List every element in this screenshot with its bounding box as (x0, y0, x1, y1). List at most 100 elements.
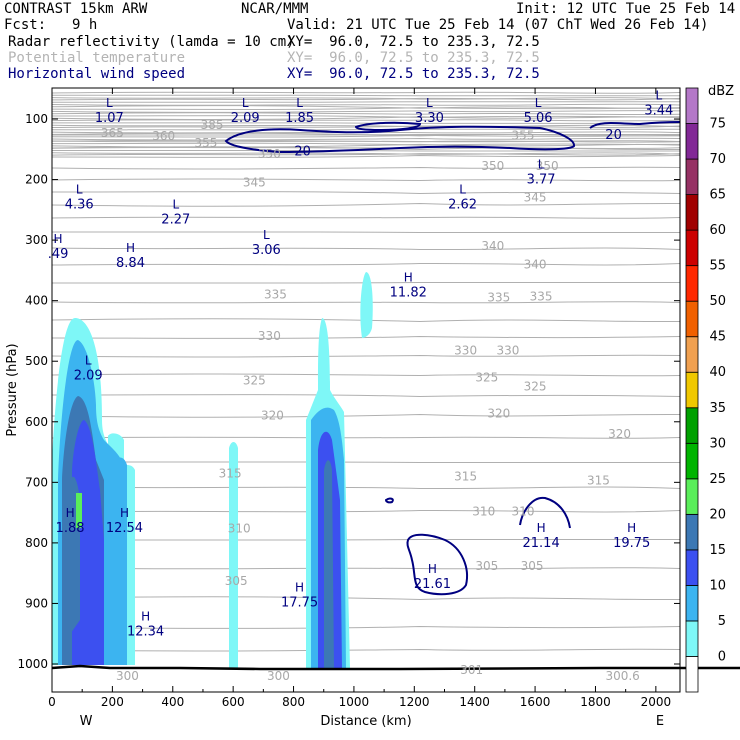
x-tick-label: 800 (282, 695, 305, 709)
theta-label: 365 (101, 126, 124, 140)
theta-contour-line (51, 140, 681, 143)
colorbar-segment (685, 371, 699, 409)
theta-label: 300 (267, 669, 290, 683)
theta-contour-line (51, 146, 681, 151)
theta-contour-line (51, 103, 681, 106)
theta-label: 315 (587, 474, 610, 488)
theta-contour-line (51, 153, 681, 156)
extremum-type: H (54, 232, 63, 246)
extremum-value: 12.34 (127, 624, 164, 639)
colorbar-tick-label: 45 (709, 330, 726, 345)
colorbar-unit: dBZ (708, 84, 734, 99)
colorbar-tick-label: 35 (709, 401, 726, 416)
extremum-value: 12.54 (106, 521, 143, 536)
colorbar-tick-label: 70 (709, 152, 726, 167)
refl-30-left (76, 493, 82, 528)
field-reflectivity-name: Radar reflectivity (lamda = 10 cm) (8, 34, 295, 50)
axes: 0 200 400 600 800 1000 1200 1400 1600 1800 2000 100… (5, 87, 681, 729)
extremum-marker: H12.54 (106, 506, 143, 536)
field-wind-xy: XY= 96.0, 72.5 to 235.3, 72.5 (287, 66, 540, 82)
colorbar-segment (685, 300, 699, 338)
theta-label: 301 (460, 663, 483, 677)
theta-label: 305 (521, 559, 544, 573)
wind-20-right (589, 121, 681, 129)
theta-label: 320 (487, 406, 510, 420)
colorbar-tick-label: 40 (709, 365, 726, 380)
colorbar-tick-label: 65 (709, 188, 726, 203)
colorbar-segment (685, 549, 699, 586)
extremum-value: 8.84 (116, 256, 145, 271)
extremum-type: L (242, 96, 249, 110)
theta-label: 350 (536, 159, 559, 173)
colorbar-tick-label: 10 (709, 578, 726, 593)
extremum-value: 2.62 (448, 197, 477, 212)
colorbar-segment (685, 478, 699, 515)
extremum-marker: H1.88 (56, 506, 85, 536)
extremum-marker: L2.09 (231, 96, 260, 126)
field-reflectivity-xy: XY= 96.0, 72.5 to 235.3, 72.5 (287, 34, 540, 50)
colorbar-tick-label: 5 (718, 614, 726, 629)
extremum-marker: L4.36 (65, 182, 94, 212)
extremum-type: L (426, 96, 433, 110)
extremum-type: H (126, 241, 135, 255)
extremum-type: H (295, 580, 304, 594)
refl-20-middle (324, 460, 334, 668)
theta-label: 350 (258, 147, 281, 161)
extremum-marker: L5.06 (524, 96, 553, 126)
fcst-value: 9 h (72, 17, 98, 33)
theta-label: 310 (228, 521, 251, 535)
theta-contour-line (51, 486, 681, 490)
extremum-type: L (263, 228, 270, 242)
colorbar-segment (685, 158, 699, 195)
extremum-type: L (538, 158, 545, 172)
extremum-value: 3.06 (252, 243, 281, 258)
theta-contour-line (51, 133, 681, 136)
extremum-value: 2.09 (231, 111, 260, 126)
extremum-marker: L3.30 (415, 96, 444, 126)
theta-contour-line (51, 567, 681, 570)
theta-label: 325 (524, 380, 547, 394)
theta-label: 385 (201, 118, 224, 132)
colorbar-segment (685, 442, 699, 480)
west-label: W (80, 714, 93, 729)
theta-contours (51, 91, 681, 652)
theta-contour-line (51, 122, 681, 124)
theta-contour-line (51, 335, 681, 339)
theta-contour-line (51, 262, 681, 266)
colorbar-tick-label: 55 (709, 259, 726, 274)
theta-label: 315 (454, 469, 477, 483)
terrain-line (51, 664, 740, 671)
field-theta-xy: XY= 96.0, 72.5 to 235.3, 72.5 (287, 50, 540, 66)
extremum-marker: H.49 (48, 232, 69, 262)
theta-label: 320 (261, 409, 284, 423)
refl-5-column-600 (229, 442, 238, 668)
extremum-value: 4.36 (65, 197, 94, 212)
extremum-marker: L2.27 (161, 198, 190, 228)
y-tick-label: 1000 (17, 657, 48, 671)
theta-label: 345 (524, 191, 547, 205)
theta-label: 355 (512, 128, 535, 142)
x-tick-label: 1600 (520, 695, 551, 709)
colorbar-segment (685, 407, 699, 444)
theta-label: 330 (454, 343, 477, 357)
colorbar-tick-label: 50 (709, 294, 726, 309)
extremum-marker: L3.77 (527, 158, 556, 188)
extremum-marker: L3.44 (644, 89, 673, 119)
theta-contour-line (51, 97, 681, 101)
theta-contour-line (51, 413, 681, 418)
theta-label: 300.6 (605, 669, 639, 683)
extremum-marker: L1.07 (95, 96, 124, 126)
extremum-marker: H17.75 (281, 580, 318, 610)
theta-contour-line (51, 461, 681, 464)
extremum-value: 2.27 (161, 213, 190, 228)
x-tick-label: 1800 (580, 695, 611, 709)
theta-contour-line (51, 191, 681, 195)
theta-contour-line (51, 110, 681, 113)
extremum-type: H (404, 270, 413, 284)
plot-frame (51, 87, 681, 693)
extremum-value: 1.88 (56, 521, 85, 536)
theta-label: 360 (152, 129, 175, 143)
theta-label: 305 (475, 559, 498, 573)
x-tick-label: 400 (161, 695, 184, 709)
colorbar-segment (685, 229, 699, 267)
